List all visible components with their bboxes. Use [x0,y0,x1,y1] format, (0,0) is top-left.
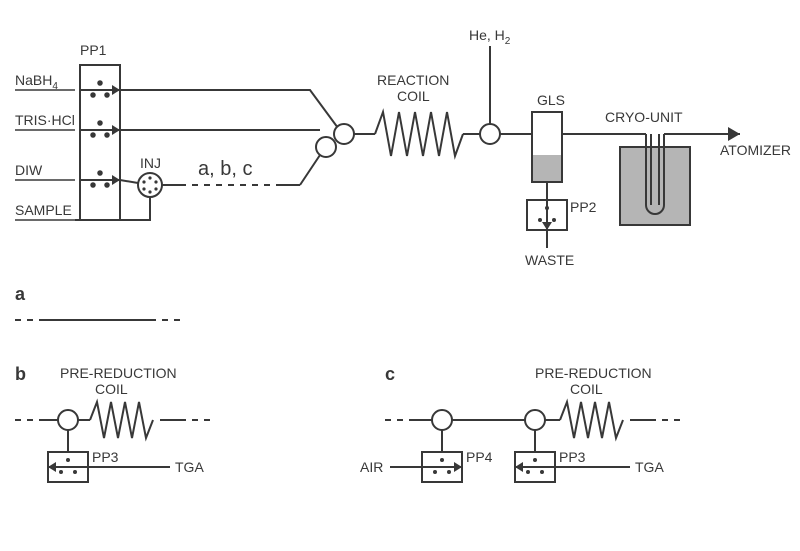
main-diagram: PP1 NaBH4 [15,27,791,268]
b-tga-label: TGA [175,459,204,475]
svg-text:NaBH4: NaBH4 [15,72,58,92]
gas-tee: He, H2 [469,27,532,144]
section-b-label: b [15,364,26,384]
tris-label: TRIS·HCl [15,112,75,128]
b-pp3-label: PP3 [92,449,119,465]
cryo-label: CRYO-UNIT [605,109,683,125]
pp2-label: PP2 [570,199,597,215]
pp1-label: PP1 [80,42,107,58]
abc-insert: a, b, c [162,158,300,185]
section-a-label: a [15,284,26,304]
react-label1: REACTION [377,72,449,88]
c-pre2: COIL [570,381,603,397]
cryo-unit: CRYO-UNIT ATOMIZER [605,109,791,225]
c-pp3-label: PP3 [559,449,586,465]
b-pre2: COIL [95,381,128,397]
c-pre1: PRE-REDUCTION [535,365,652,381]
abc-label: a, b, c [198,158,252,180]
diagram-root: PP1 NaBH4 [0,0,800,551]
section-c-label: c [385,364,395,384]
section-c: c PRE-REDUCTION COIL PP4 AIR PP3 [360,364,680,482]
diw-label: DIW [15,162,43,178]
section-b: b PRE-REDUCTION COIL PP3 TGA [15,364,210,482]
reaction-coil: REACTION COIL [375,72,480,156]
c-air-label: AIR [360,459,383,475]
gls-label: GLS [537,92,565,108]
nabh4-label: NaBH [15,72,52,88]
mix-junctions [316,124,375,157]
b-pre1: PRE-REDUCTION [60,365,177,381]
section-a: a [15,284,180,320]
sample-label: SAMPLE [15,202,72,218]
atomizer-label: ATOMIZER [720,142,791,158]
heh2-he: He, H [469,27,505,43]
c-pp4-label: PP4 [466,449,493,465]
pp2: PP2 WASTE [525,199,597,268]
waste-label: WASTE [525,252,574,268]
svg-text:He, H2: He, H2 [469,27,511,47]
heh2-2: 2 [505,36,511,47]
inj-label: INJ [140,155,161,171]
react-label2: COIL [397,88,430,104]
c-tga-label: TGA [635,459,664,475]
